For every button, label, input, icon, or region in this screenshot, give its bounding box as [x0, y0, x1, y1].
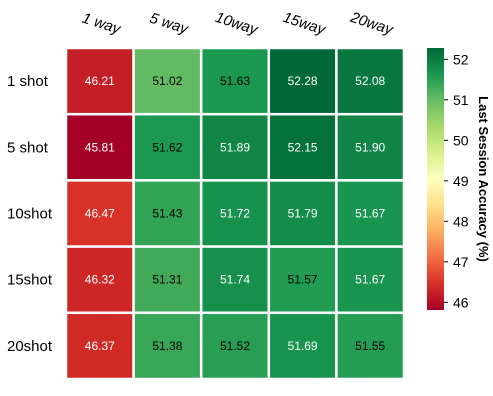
cell-value-label: 51.89 — [220, 140, 250, 154]
y-tick-label: 1 shot — [7, 73, 49, 90]
cell-value-label: 51.31 — [152, 273, 182, 287]
heatmap-cells: 46.21 51.02 51.63 52.28 52.08 45.81 51.62 51.89… — [64, 46, 406, 381]
cell-value-label: 51.52 — [220, 339, 250, 353]
heatmap-cell — [267, 245, 338, 315]
colorbar-tick-label: 51 — [453, 92, 469, 108]
cell-value-label: 51.74 — [220, 273, 250, 287]
x-tick-label: 20way — [347, 9, 396, 39]
heatmap-cell — [335, 245, 406, 315]
cell-value-label: 45.81 — [85, 140, 115, 154]
colorbar — [427, 48, 444, 310]
x-axis-tick-labels: 1 way 5 way 10way 15way 20way — [80, 9, 396, 39]
cell-value-label: 51.63 — [220, 74, 250, 88]
cell-value-label: 51.67 — [355, 273, 385, 287]
cell-value-label: 52.15 — [288, 140, 318, 154]
cell-value-label: 51.38 — [152, 339, 182, 353]
colorbar-label: Last Session Accuracy (%) — [476, 96, 491, 262]
colorbar-tick-label: 48 — [453, 213, 469, 229]
heatmap-cell — [64, 112, 135, 182]
x-tick-label: 1 way — [80, 10, 124, 39]
heatmap-cell — [132, 179, 203, 248]
cell-value-label: 51.02 — [152, 74, 182, 88]
cell-value-label: 52.08 — [355, 74, 385, 88]
colorbar-ticks: 46 47 48 49 50 51 52 — [444, 51, 469, 310]
heatmap-cell — [267, 179, 338, 248]
x-tick-label: 15way — [281, 9, 329, 39]
heatmap-cell — [335, 112, 406, 182]
heatmap-cell — [199, 311, 271, 381]
heatmap-cell — [199, 112, 271, 182]
heatmap-cell — [132, 245, 203, 315]
cell-value-label: 46.32 — [85, 273, 115, 287]
colorbar-tick-label: 49 — [453, 173, 469, 189]
cell-value-label: 51.90 — [355, 140, 385, 154]
x-tick-label: 10way — [213, 9, 261, 39]
colorbar-tick-label: 52 — [453, 51, 469, 67]
y-axis-tick-labels: 1 shot 5 shot 10shot 15shot 20shot — [7, 73, 53, 355]
heatmap-cell — [64, 46, 135, 116]
heatmap-cell — [335, 311, 406, 381]
heatmap-cell — [64, 245, 135, 315]
cell-value-label: 51.69 — [288, 339, 318, 353]
cell-value-label: 51.79 — [288, 207, 318, 221]
y-tick-label: 5 shot — [7, 139, 49, 156]
cell-value-label: 51.55 — [355, 339, 385, 353]
cell-value-label: 46.47 — [85, 207, 115, 221]
heatmap-cell — [64, 311, 135, 381]
colorbar-tick-label: 50 — [453, 132, 469, 148]
x-tick-label: 5 way — [148, 10, 192, 39]
y-tick-label: 10shot — [7, 206, 53, 223]
y-tick-label: 15shot — [7, 272, 53, 289]
cell-value-label: 51.67 — [355, 207, 385, 221]
cell-value-label: 46.21 — [85, 74, 115, 88]
cell-value-label: 51.72 — [220, 207, 250, 221]
cell-value-label: 46.37 — [85, 339, 115, 353]
cell-value-label: 51.62 — [152, 140, 182, 154]
cell-value-label: 51.43 — [152, 207, 182, 221]
heatmap-cell — [132, 311, 203, 381]
cell-value-label: 52.28 — [288, 74, 318, 88]
colorbar-tick-label: 47 — [453, 254, 469, 270]
cell-value-label: 51.57 — [288, 273, 318, 287]
colorbar-tick-label: 46 — [453, 294, 469, 310]
y-tick-label: 20shot — [7, 338, 53, 355]
